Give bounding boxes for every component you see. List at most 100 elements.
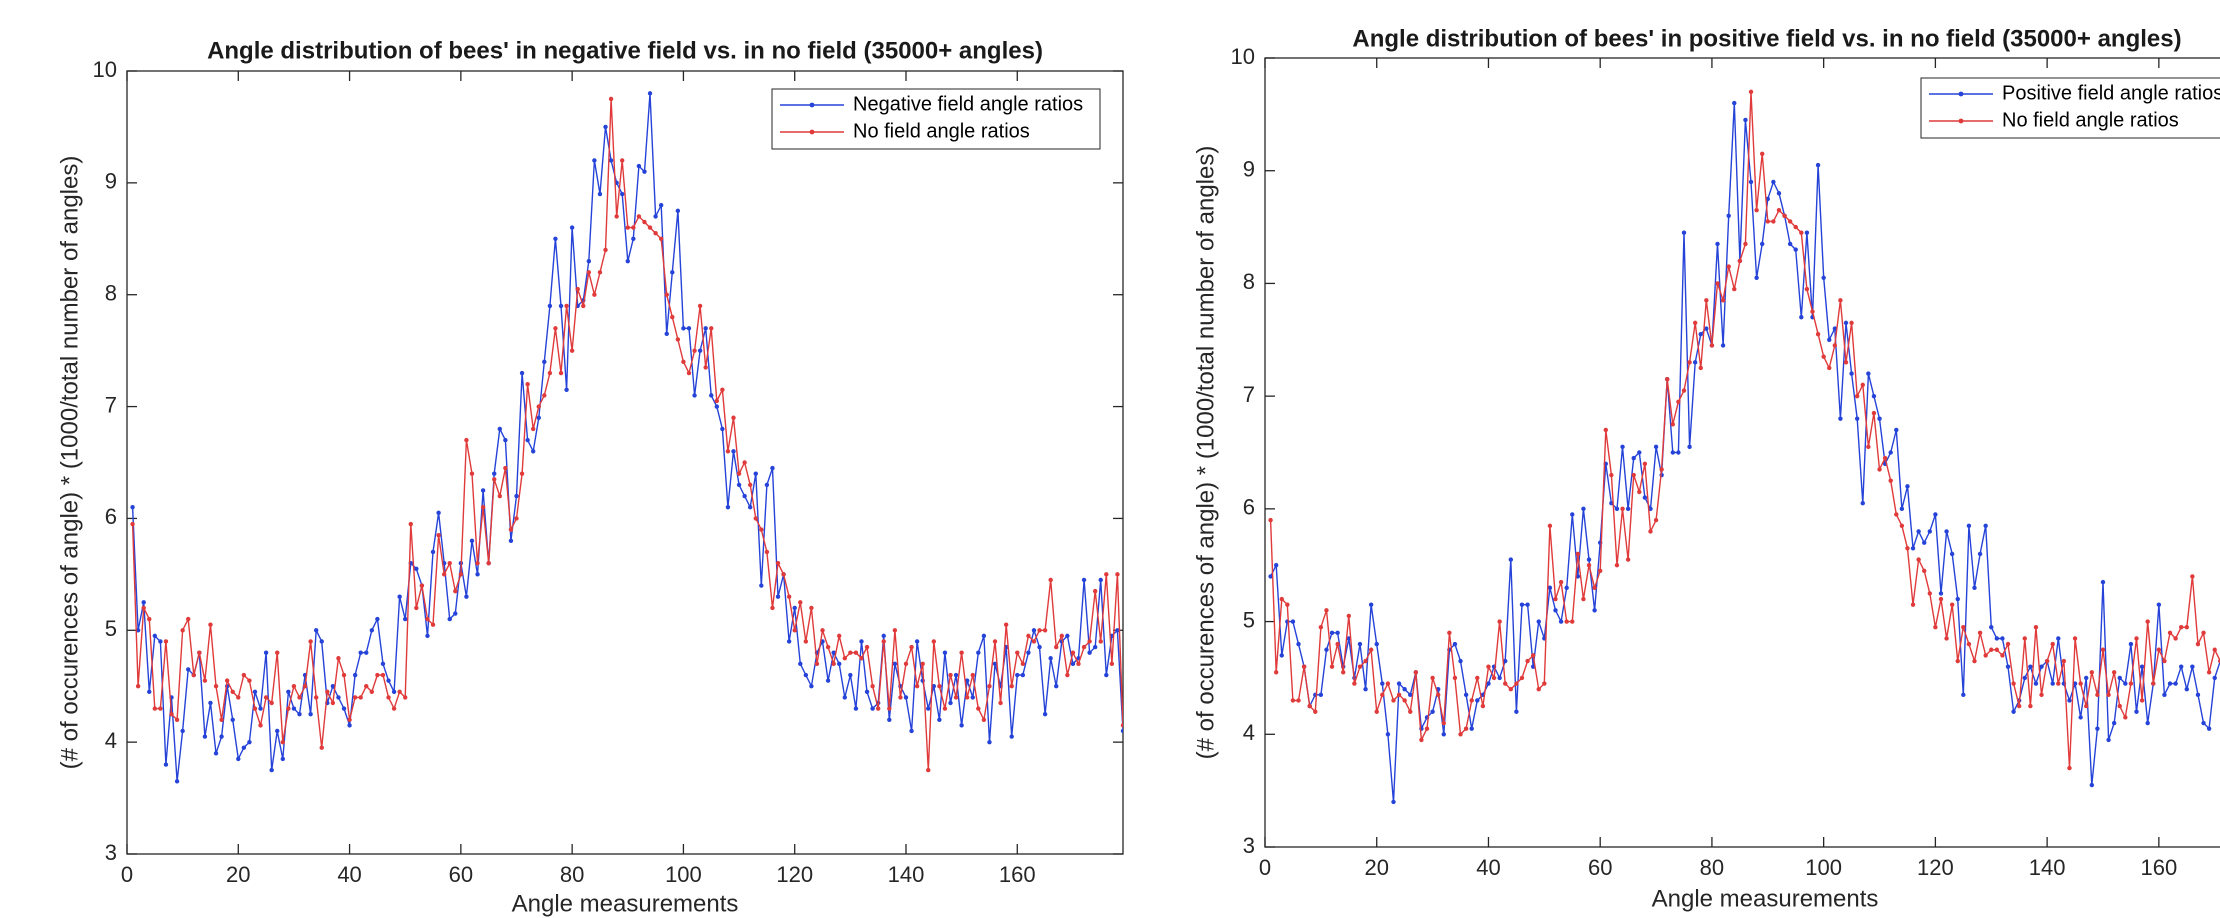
data-point [1491,675,1497,681]
data-point [770,605,775,611]
data-point [675,208,681,214]
data-point [1553,608,1558,613]
data-point [213,684,219,689]
data-point [1720,343,1726,348]
data-point [1905,546,1910,551]
data-point [330,700,336,706]
data-point [1503,681,1508,686]
data-point [469,471,475,476]
data-point [825,678,831,683]
data-point [681,359,686,365]
data-point [1854,393,1860,399]
data-point [2100,579,2106,585]
data-point [592,292,597,297]
data-point [492,471,497,476]
data-point [1463,726,1469,731]
data-point [842,656,847,661]
data-point [1838,298,1843,303]
data-point [1098,577,1103,583]
data-point [180,628,185,633]
data-point [881,639,886,644]
data-point [1922,540,1927,545]
data-point [247,739,252,745]
data-point [1279,596,1284,602]
data-point [775,560,781,566]
data-point [391,706,397,711]
data-point [1609,472,1614,478]
data-point [1542,681,1547,686]
data-point [1709,343,1715,348]
data-point [275,728,280,734]
data-point [1614,563,1620,568]
data-point [842,695,847,700]
data-point [1704,326,1709,331]
data-point [358,695,363,700]
data-point [1860,501,1865,506]
data-point [1894,427,1899,433]
data-point [558,370,564,376]
data-point [853,650,859,655]
data-point [1726,213,1731,218]
data-point [319,745,324,750]
data-point [1104,672,1109,678]
data-point [375,616,380,622]
data-point [464,594,469,599]
x-tick-label: 0 [1259,855,1271,880]
data-point [1665,377,1670,382]
x-tick-label: 40 [337,862,361,887]
data-point [158,706,163,711]
data-point [914,639,920,644]
data-point [2000,636,2005,641]
legend-label: Positive field angle ratios [2002,82,2220,104]
data-point [2011,709,2016,714]
data-point [1020,661,1026,667]
data-point [397,689,402,695]
data-point [1698,365,1703,371]
data-point [1363,687,1368,692]
x-tick-label: 120 [776,862,813,887]
data-point [1966,641,1972,647]
data-point [1374,641,1379,647]
data-point [1503,658,1508,664]
data-point [553,326,558,331]
data-point [564,303,569,309]
data-point [909,728,914,734]
data-point [297,695,302,700]
data-point [1637,450,1642,455]
data-point [1782,213,1787,218]
data-point [1854,416,1860,421]
data-point [1087,639,1092,644]
data-point [1092,644,1098,650]
data-point [213,751,219,756]
data-point [1994,636,2000,641]
data-point [575,286,580,292]
data-point [1938,591,1944,596]
data-point [792,628,797,633]
data-point [2117,675,2122,681]
data-point [1447,630,1452,636]
data-point [1804,230,1810,235]
data-point [1843,320,1849,326]
data-point [1799,230,1804,235]
data-point [508,527,514,532]
data-point [258,723,263,728]
data-point [2067,765,2072,771]
data-point [747,482,753,488]
data-point [1268,574,1273,579]
data-point [2111,720,2117,726]
data-point [820,628,825,633]
data-point [653,214,658,219]
data-point [1042,711,1048,717]
data-point [1037,628,1042,633]
data-point [2078,681,2083,686]
data-point [1391,698,1396,703]
data-point [2072,636,2078,641]
data-point [859,656,864,661]
x-tick-label: 20 [226,862,250,887]
data-point [1821,354,1826,359]
data-point [1597,568,1603,574]
data-point [825,644,831,650]
data-point [1827,337,1832,342]
data-point [336,695,341,700]
data-point [1827,365,1832,371]
